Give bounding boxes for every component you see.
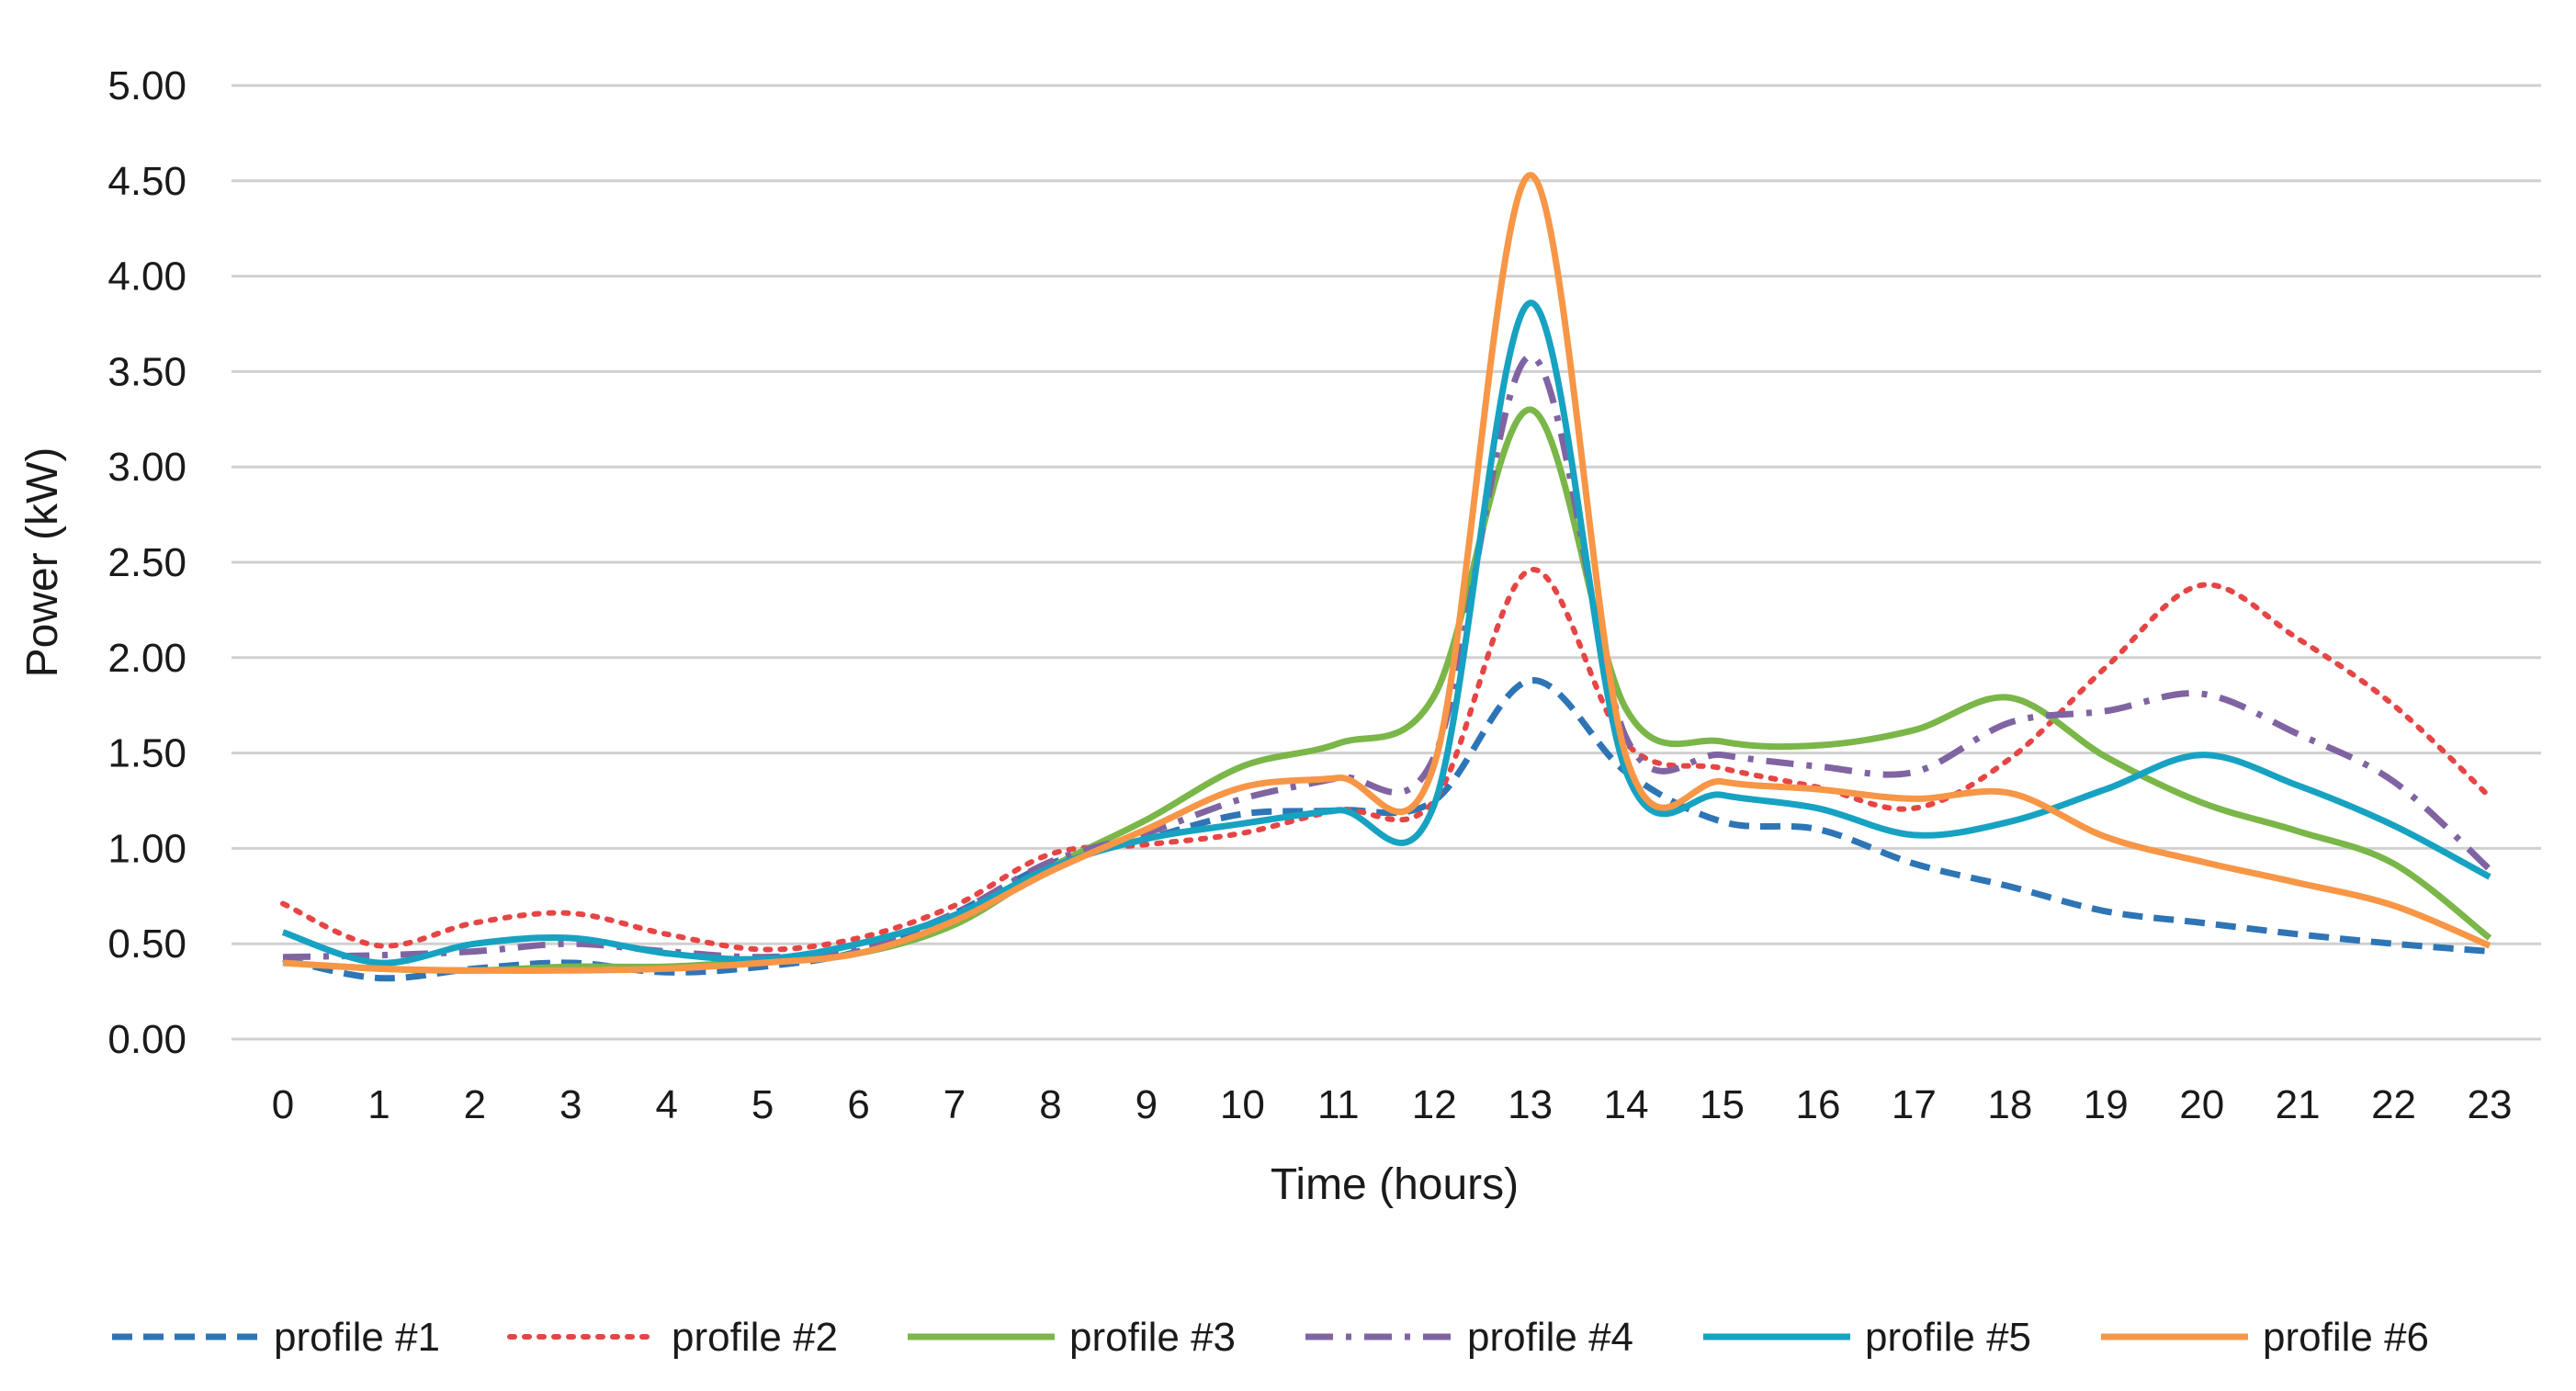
- x-tick-label: 5: [751, 1082, 774, 1127]
- x-tick-label: 12: [1412, 1082, 1457, 1127]
- y-tick-label: 3.50: [107, 349, 186, 394]
- y-tick-label: 1.50: [107, 731, 186, 776]
- x-tick-label: 14: [1604, 1082, 1649, 1127]
- x-tick-label: 1: [367, 1082, 390, 1127]
- x-tick-label: 9: [1135, 1082, 1158, 1127]
- series-line-profile-6: [282, 172, 2491, 975]
- x-tick-label: 7: [943, 1082, 966, 1127]
- series-line-profile-4: [282, 353, 2492, 961]
- y-tick-label: 4.50: [107, 159, 186, 204]
- y-tick-label: 3.00: [107, 445, 186, 490]
- y-tick-label: 5.00: [107, 63, 186, 108]
- x-tick-label: 8: [1039, 1082, 1061, 1127]
- y-tick-label: 0.00: [107, 1017, 186, 1062]
- series-line-profile-1: [282, 677, 2491, 982]
- y-tick-label: 1.00: [107, 826, 186, 871]
- series-line-profile-5: [281, 300, 2491, 967]
- legend-label-profile-2: profile #2: [672, 1315, 838, 1360]
- series-line-profile-2: [280, 567, 2492, 953]
- x-tick-label: 17: [1892, 1082, 1937, 1127]
- x-tick-label: 3: [559, 1082, 582, 1127]
- gridlines: [232, 84, 2541, 1041]
- x-tick-label: 19: [2084, 1082, 2129, 1127]
- legend-label-profile-3: profile #3: [1069, 1315, 1236, 1360]
- x-tick-label: 23: [2468, 1082, 2513, 1127]
- x-tick-label: 22: [2371, 1082, 2416, 1127]
- legend-label-profile-6: profile #6: [2263, 1315, 2429, 1360]
- x-tick-label: 20: [2179, 1082, 2224, 1127]
- y-tick-label: 4.00: [107, 254, 186, 300]
- series-lines: [280, 172, 2492, 982]
- legend-label-profile-1: profile #1: [274, 1315, 440, 1360]
- x-tick-label: 0: [272, 1082, 294, 1127]
- y-axis-title: Power (kW): [18, 447, 67, 678]
- x-axis-ticks: 0 1 2 3 4 5 6 7 8 9 10 11 12 13 14 15 16 17 18 19 20 21 22 23: [272, 1082, 2513, 1127]
- x-tick-label: 4: [655, 1082, 677, 1127]
- x-tick-label: 21: [2276, 1082, 2321, 1127]
- y-tick-label: 0.50: [107, 922, 186, 967]
- x-tick-label: 15: [1700, 1082, 1745, 1127]
- y-axis-ticks: 0.00 0.50 1.00 1.50 2.00 2.50 3.00 3.50 4.00 4.50…: [107, 63, 186, 1062]
- x-tick-label: 2: [464, 1082, 486, 1127]
- x-axis-title: Time (hours): [1271, 1160, 1519, 1209]
- y-tick-label: 2.50: [107, 540, 186, 585]
- y-tick-label: 2.00: [107, 636, 186, 681]
- x-tick-label: 18: [1987, 1082, 2032, 1127]
- legend: profile #1 profile #2 profile #3 profile #4…: [112, 1315, 2429, 1360]
- legend-label-profile-5: profile #5: [1865, 1315, 2031, 1360]
- x-tick-label: 13: [1508, 1082, 1553, 1127]
- legend-label-profile-4: profile #4: [1467, 1315, 1633, 1360]
- x-tick-label: 16: [1795, 1082, 1840, 1127]
- x-tick-label: 6: [847, 1082, 869, 1127]
- x-tick-label: 11: [1317, 1082, 1360, 1127]
- series-line-profile-3: [282, 406, 2492, 974]
- x-tick-label: 10: [1220, 1082, 1265, 1127]
